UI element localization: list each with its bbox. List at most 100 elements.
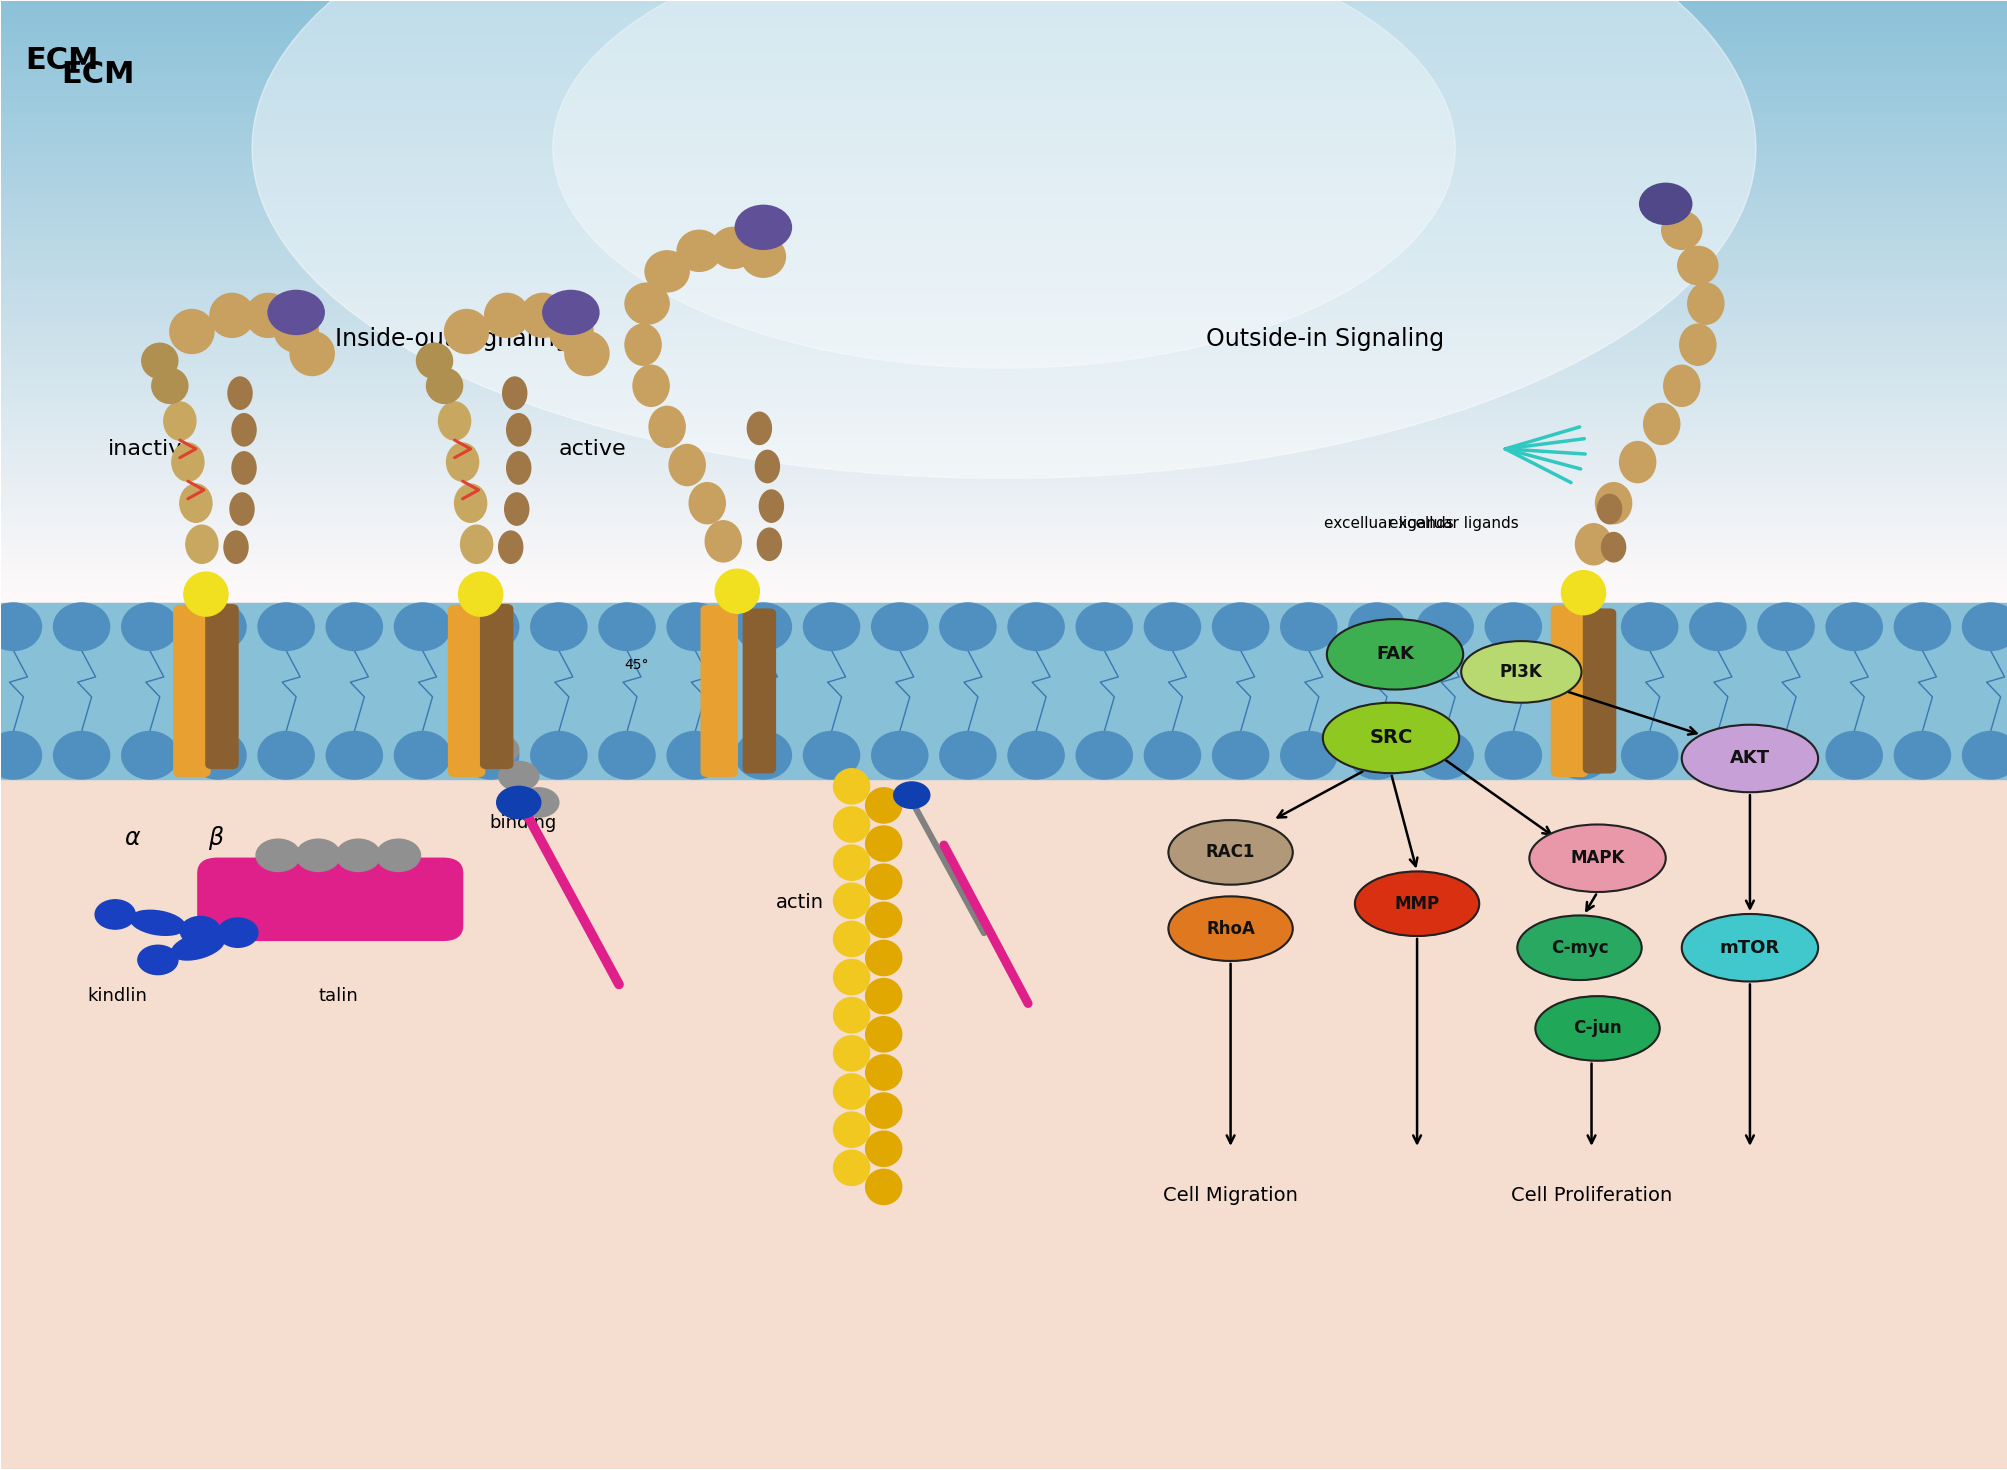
Ellipse shape xyxy=(1602,532,1626,562)
Ellipse shape xyxy=(444,310,488,353)
Text: Outside-in Signaling: Outside-in Signaling xyxy=(1204,326,1443,351)
Text: MMP: MMP xyxy=(1393,895,1439,913)
Ellipse shape xyxy=(211,294,255,338)
Ellipse shape xyxy=(548,309,592,351)
Ellipse shape xyxy=(122,603,179,651)
Ellipse shape xyxy=(1756,603,1812,651)
Ellipse shape xyxy=(1008,732,1064,779)
Circle shape xyxy=(138,945,179,975)
Ellipse shape xyxy=(624,284,668,325)
Circle shape xyxy=(94,900,134,929)
Circle shape xyxy=(181,916,221,945)
Text: Inside-out Signaling: Inside-out Signaling xyxy=(335,326,570,351)
Ellipse shape xyxy=(54,603,110,651)
Ellipse shape xyxy=(1355,872,1479,936)
Ellipse shape xyxy=(171,932,225,960)
Ellipse shape xyxy=(865,979,901,1014)
Ellipse shape xyxy=(1417,603,1473,651)
Ellipse shape xyxy=(865,826,901,861)
Ellipse shape xyxy=(542,291,598,335)
Text: MAPK: MAPK xyxy=(1569,850,1624,867)
Ellipse shape xyxy=(833,1113,869,1147)
Ellipse shape xyxy=(865,1130,901,1166)
Ellipse shape xyxy=(1598,494,1622,523)
Ellipse shape xyxy=(833,1036,869,1072)
Ellipse shape xyxy=(757,528,781,560)
Text: mTOR: mTOR xyxy=(1720,939,1778,957)
Text: actin: actin xyxy=(775,892,823,911)
Ellipse shape xyxy=(225,531,249,563)
Ellipse shape xyxy=(142,344,179,378)
Ellipse shape xyxy=(393,603,450,651)
Ellipse shape xyxy=(735,732,791,779)
Text: PI3K: PI3K xyxy=(1499,663,1541,681)
Text: active: active xyxy=(558,440,626,459)
Ellipse shape xyxy=(233,413,257,445)
Ellipse shape xyxy=(504,492,528,525)
Ellipse shape xyxy=(253,0,1754,478)
Text: inactive: inactive xyxy=(108,440,197,459)
Ellipse shape xyxy=(714,569,759,613)
Ellipse shape xyxy=(865,903,901,938)
Ellipse shape xyxy=(506,413,530,445)
Ellipse shape xyxy=(1682,914,1816,982)
Ellipse shape xyxy=(1596,482,1632,523)
Ellipse shape xyxy=(325,603,381,651)
Ellipse shape xyxy=(191,603,247,651)
Ellipse shape xyxy=(833,1075,869,1110)
Ellipse shape xyxy=(1485,603,1541,651)
Ellipse shape xyxy=(0,732,42,779)
Ellipse shape xyxy=(1517,916,1642,980)
Ellipse shape xyxy=(454,484,486,522)
Ellipse shape xyxy=(1417,732,1473,779)
Ellipse shape xyxy=(1680,325,1716,365)
Ellipse shape xyxy=(833,998,869,1033)
Ellipse shape xyxy=(741,237,785,278)
Ellipse shape xyxy=(185,572,229,616)
Ellipse shape xyxy=(1280,732,1337,779)
Ellipse shape xyxy=(704,520,741,562)
FancyBboxPatch shape xyxy=(448,606,484,776)
Text: Cell Migration: Cell Migration xyxy=(1162,1186,1297,1205)
Ellipse shape xyxy=(564,332,608,375)
Ellipse shape xyxy=(1824,603,1881,651)
Ellipse shape xyxy=(1168,897,1293,961)
Ellipse shape xyxy=(54,732,110,779)
Bar xyxy=(2,603,2005,1469)
Ellipse shape xyxy=(1756,732,1812,779)
Ellipse shape xyxy=(0,603,42,651)
Ellipse shape xyxy=(438,401,470,440)
Text: ECM: ECM xyxy=(62,60,134,90)
Ellipse shape xyxy=(257,839,299,872)
Ellipse shape xyxy=(1690,603,1744,651)
Ellipse shape xyxy=(1561,570,1606,614)
Ellipse shape xyxy=(871,732,927,779)
Text: AKT: AKT xyxy=(1728,750,1768,767)
Ellipse shape xyxy=(1280,603,1337,651)
Text: β: β xyxy=(209,826,223,850)
Text: binding: binding xyxy=(490,814,556,832)
Ellipse shape xyxy=(803,603,859,651)
Ellipse shape xyxy=(478,735,518,764)
Ellipse shape xyxy=(735,206,791,250)
Ellipse shape xyxy=(1212,732,1268,779)
FancyBboxPatch shape xyxy=(1551,606,1588,776)
Ellipse shape xyxy=(747,412,771,444)
Ellipse shape xyxy=(833,769,869,804)
FancyBboxPatch shape xyxy=(175,606,211,776)
Ellipse shape xyxy=(325,732,381,779)
Ellipse shape xyxy=(518,788,558,817)
Ellipse shape xyxy=(1349,732,1405,779)
Ellipse shape xyxy=(1824,732,1881,779)
Ellipse shape xyxy=(1529,825,1666,892)
Ellipse shape xyxy=(1461,641,1582,703)
Circle shape xyxy=(496,786,540,819)
Text: SRC: SRC xyxy=(1369,729,1413,747)
Ellipse shape xyxy=(498,531,522,563)
Ellipse shape xyxy=(865,864,901,900)
Ellipse shape xyxy=(552,0,1455,368)
Ellipse shape xyxy=(231,492,255,525)
Ellipse shape xyxy=(1893,732,1949,779)
Circle shape xyxy=(217,917,257,947)
Ellipse shape xyxy=(1168,820,1293,885)
